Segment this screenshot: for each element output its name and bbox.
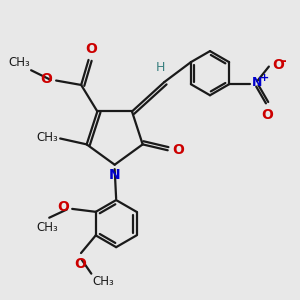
Text: O: O bbox=[172, 143, 184, 157]
Text: O: O bbox=[262, 108, 273, 122]
Text: N: N bbox=[252, 76, 262, 89]
Text: O: O bbox=[57, 200, 69, 214]
Text: CH₃: CH₃ bbox=[36, 130, 58, 143]
Text: +: + bbox=[260, 73, 269, 83]
Text: O: O bbox=[74, 257, 86, 272]
Text: O: O bbox=[272, 58, 284, 72]
Text: -: - bbox=[281, 54, 286, 68]
Text: CH₃: CH₃ bbox=[37, 221, 58, 234]
Text: O: O bbox=[41, 72, 52, 86]
Text: CH₃: CH₃ bbox=[93, 275, 115, 288]
Text: CH₃: CH₃ bbox=[8, 56, 30, 69]
Text: H: H bbox=[155, 61, 165, 74]
Text: O: O bbox=[85, 41, 97, 56]
Text: N: N bbox=[109, 168, 121, 182]
